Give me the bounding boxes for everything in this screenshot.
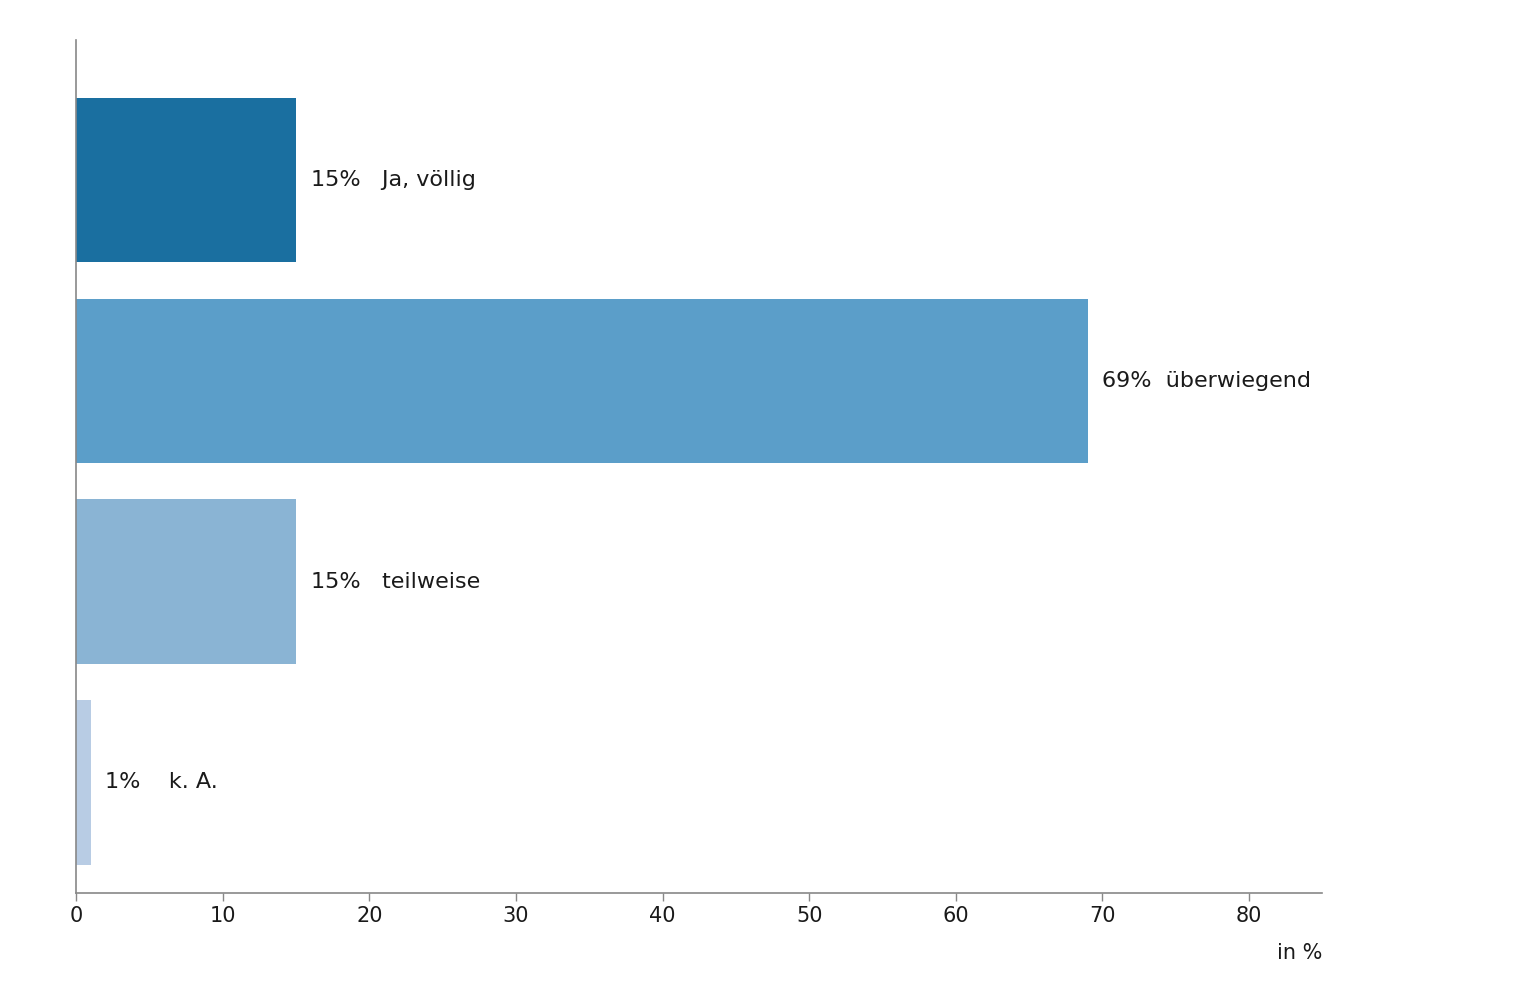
Bar [76, 499, 296, 664]
Bar [76, 98, 296, 263]
Text: 15%   Ja, völlig: 15% Ja, völlig [310, 171, 476, 190]
Bar [76, 299, 1088, 463]
Text: 15%   teilweise: 15% teilweise [310, 571, 480, 591]
Bar [76, 700, 91, 865]
Text: 69%  überwiegend: 69% überwiegend [1102, 371, 1312, 391]
Text: 1%    k. A.: 1% k. A. [105, 773, 217, 793]
X-axis label: in %: in % [1277, 942, 1322, 962]
